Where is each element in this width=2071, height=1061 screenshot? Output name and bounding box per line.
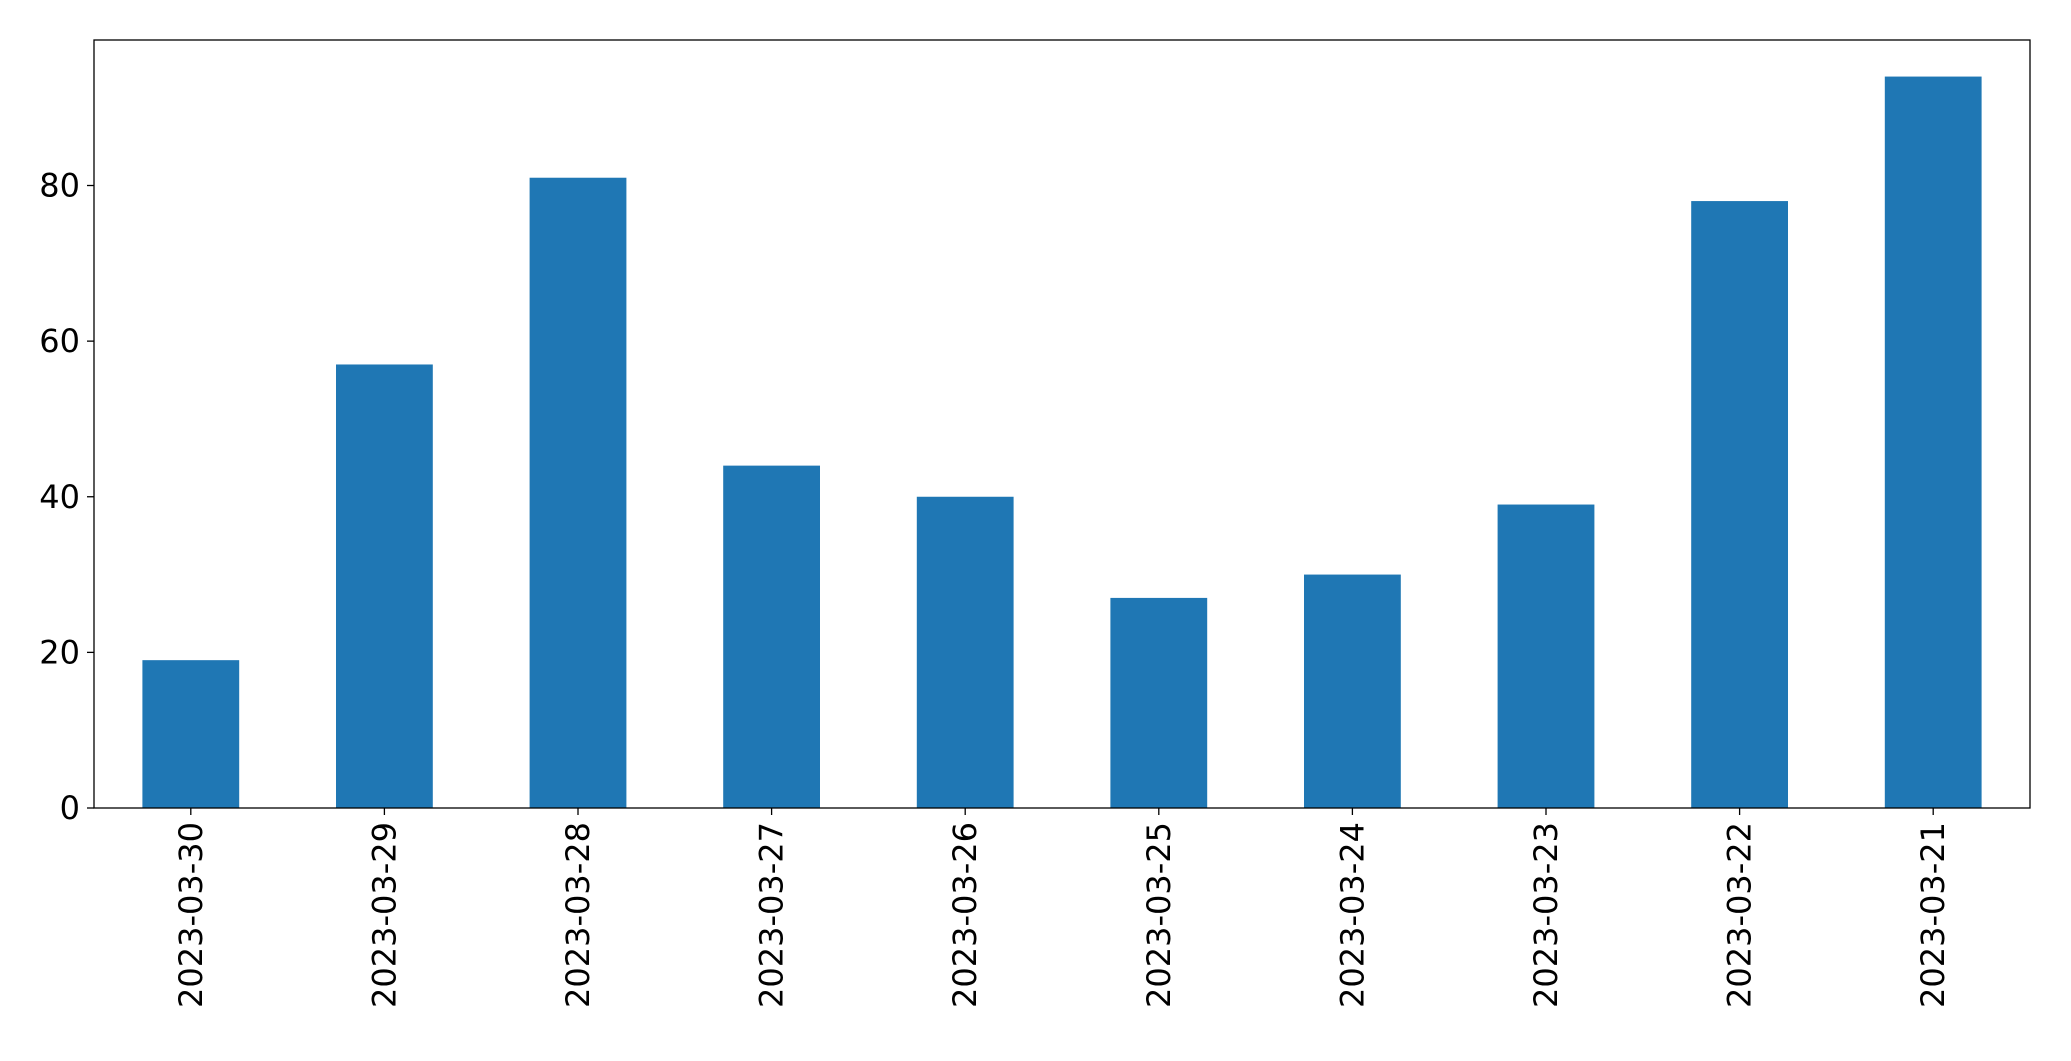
x-tick-label: 2023-03-21 bbox=[1914, 822, 1952, 1008]
x-tick-label: 2023-03-22 bbox=[1721, 822, 1759, 1008]
x-tick-label: 2023-03-29 bbox=[365, 822, 403, 1008]
bar bbox=[1304, 574, 1401, 808]
y-tick-label: 20 bbox=[39, 633, 80, 671]
y-tick-label: 80 bbox=[39, 167, 80, 205]
bar bbox=[1110, 597, 1208, 808]
x-tick-label: 2023-03-28 bbox=[559, 822, 597, 1008]
x-tick-label: 2023-03-24 bbox=[1333, 822, 1371, 1008]
bar bbox=[336, 364, 433, 808]
x-tick-label: 2023-03-23 bbox=[1527, 822, 1565, 1008]
x-tick-label: 2023-03-27 bbox=[753, 822, 791, 1008]
y-tick-label: 0 bbox=[60, 789, 80, 827]
bar bbox=[1884, 76, 1982, 809]
x-tick-label: 2023-03-26 bbox=[946, 822, 984, 1008]
x-tick-label: 2023-03-30 bbox=[172, 822, 210, 1008]
bar bbox=[1691, 201, 1788, 808]
bar bbox=[723, 465, 820, 808]
bar bbox=[142, 660, 240, 808]
bar bbox=[1497, 504, 1595, 808]
x-tick-label: 2023-03-25 bbox=[1140, 822, 1178, 1008]
plot-frame bbox=[93, 39, 2031, 809]
y-tick-label: 60 bbox=[39, 322, 80, 360]
bar bbox=[916, 496, 1014, 808]
y-tick-label: 40 bbox=[39, 478, 80, 516]
bar bbox=[529, 177, 627, 808]
